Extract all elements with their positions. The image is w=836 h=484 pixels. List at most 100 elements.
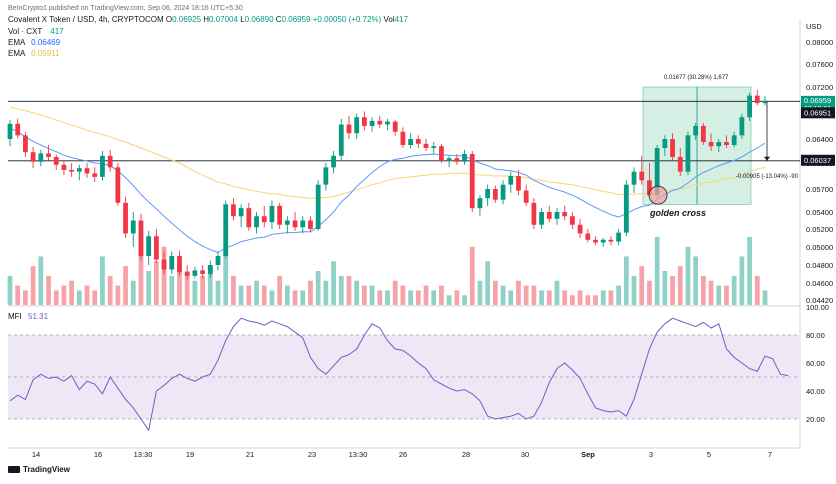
volume-bar	[130, 280, 136, 305]
volume-bar	[315, 271, 321, 305]
low-label: L	[240, 15, 245, 24]
volume-bar	[53, 290, 59, 305]
volume-bar	[747, 237, 752, 305]
candle-body	[516, 176, 521, 191]
candle-body	[69, 169, 75, 172]
volume-bar	[30, 266, 36, 305]
candle-body	[662, 139, 668, 148]
mfi-value: 51.31	[28, 312, 49, 321]
ohlc-line: Covalent X Token / USD, 4h, CRYPTOCOM O0…	[8, 15, 408, 25]
close-value: 0.06959	[281, 15, 311, 24]
golden-cross-label: golden cross	[649, 208, 706, 218]
volume-bar	[269, 290, 275, 305]
volume-bar	[223, 246, 229, 305]
volume-bar	[623, 256, 629, 305]
ema-slow-line	[9, 106, 766, 199]
volume-bar	[361, 285, 367, 305]
ema-fast-line	[9, 127, 766, 253]
time-tick-label: 3	[649, 450, 653, 459]
candle-body	[593, 239, 598, 243]
candle-body	[431, 146, 437, 148]
volume-bar	[654, 237, 660, 305]
ema-fast-value: 0.06469	[31, 38, 61, 47]
candle-body	[200, 270, 205, 274]
volume-bar	[439, 285, 444, 305]
volume-bar	[523, 285, 529, 305]
candle-body	[308, 220, 313, 229]
candle-body	[485, 189, 491, 199]
candle-body	[30, 152, 36, 162]
candle-body	[246, 208, 252, 228]
time-tick-label: 28	[462, 450, 470, 459]
low-value: 0.06890	[244, 15, 274, 24]
volume-bar	[724, 285, 729, 305]
candle-body	[38, 153, 44, 162]
volume-bar	[492, 280, 498, 305]
mfi-tick-label: 40.00	[806, 387, 825, 396]
price-tick-label: 0.04800	[806, 261, 833, 270]
time-tick-label: 30	[521, 450, 529, 459]
price-badge-level-upper	[801, 107, 835, 119]
candle-body	[23, 135, 28, 153]
volume-bar	[754, 275, 760, 305]
volume-bar	[123, 266, 128, 305]
candle-body	[123, 202, 128, 234]
candle-body	[477, 198, 483, 209]
candle-body	[508, 176, 514, 185]
volume-bar	[300, 290, 306, 305]
volume-bar	[585, 295, 591, 305]
candle-body	[608, 239, 614, 242]
candle-body	[146, 236, 152, 256]
candle-body	[7, 123, 13, 139]
candle-body	[15, 123, 21, 136]
candle-body	[492, 189, 498, 200]
price-badge-level-lower-value: 0.06037	[804, 156, 831, 165]
volume-bar	[146, 271, 152, 305]
volume-bar	[670, 275, 675, 305]
volume-bar	[415, 290, 421, 305]
candle-body	[585, 233, 591, 240]
volume-bar	[215, 280, 221, 305]
candle-body	[439, 146, 444, 160]
volume-bar	[500, 285, 506, 305]
candle-body	[361, 117, 367, 126]
volume-bar	[161, 246, 167, 305]
candle-body	[107, 155, 113, 168]
candle-body	[531, 202, 537, 225]
volume-bar	[346, 275, 352, 305]
mfi-row: MFI 51.31	[8, 312, 48, 322]
candle-body	[546, 212, 552, 219]
volume-bar	[207, 266, 213, 305]
time-tick-label: 19	[186, 450, 194, 459]
candle-body	[570, 216, 575, 225]
open-label: O	[165, 15, 173, 24]
volume-bar	[731, 275, 737, 305]
volume-bar	[46, 275, 51, 305]
mfi-line	[9, 317, 789, 432]
candle-body	[207, 265, 213, 274]
vol-row-label: Vol · CXT	[8, 27, 43, 36]
candle-body	[708, 142, 714, 147]
candle-body	[61, 164, 67, 170]
volume-bar	[138, 237, 144, 305]
candle-body	[454, 158, 460, 162]
candle-body	[215, 256, 221, 265]
vol-row: Vol · CXT 417	[8, 27, 64, 37]
volume-bar	[261, 285, 267, 305]
candle-body	[685, 135, 691, 172]
volume-bar	[608, 290, 614, 305]
volume-bar	[292, 290, 298, 305]
ema-fast-row: EMA 0.06469	[8, 38, 60, 48]
candle-body	[392, 121, 398, 132]
volume-bar	[600, 290, 606, 305]
price-tick-label: 0.06400	[806, 135, 833, 144]
mfi-label: MFI	[8, 312, 22, 321]
volume-bar	[400, 285, 406, 305]
volume-bar	[616, 285, 622, 305]
candle-body	[731, 135, 737, 145]
volume-bar	[331, 261, 336, 305]
time-tick-label: 21	[246, 450, 254, 459]
candle-body	[238, 208, 244, 217]
volume-bar	[192, 280, 198, 305]
volume-bar	[546, 290, 552, 305]
